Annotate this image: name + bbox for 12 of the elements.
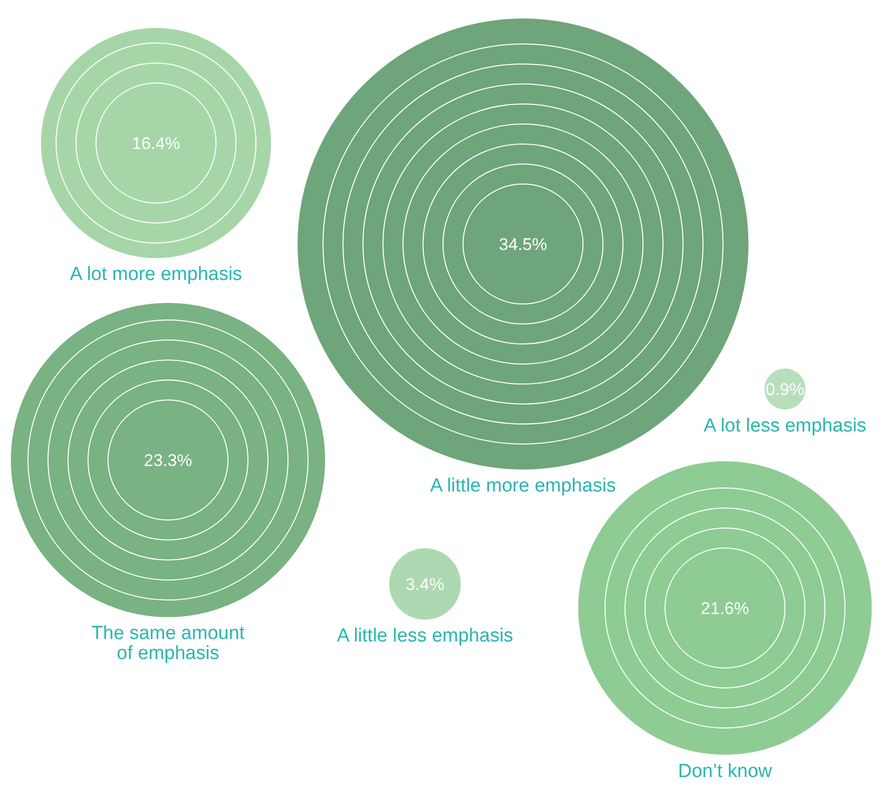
category-label: Don’t know (678, 760, 772, 782)
data-label: 16.4% (132, 134, 180, 153)
category-label: A little less emphasis (336, 626, 514, 647)
data-label: 23.3% (144, 451, 192, 470)
data-label: 21.6% (700, 599, 750, 618)
category-label: A lot less emphasis (704, 415, 866, 436)
category-label: A little more emphasis (430, 475, 616, 496)
data-label: 34.5% (498, 235, 548, 254)
category-label: A lot more emphasis (70, 264, 242, 286)
data-label: 3.4% (406, 575, 444, 594)
category-label: The same amount of emphasis (91, 623, 246, 664)
data-label: 0.9% (766, 380, 804, 399)
